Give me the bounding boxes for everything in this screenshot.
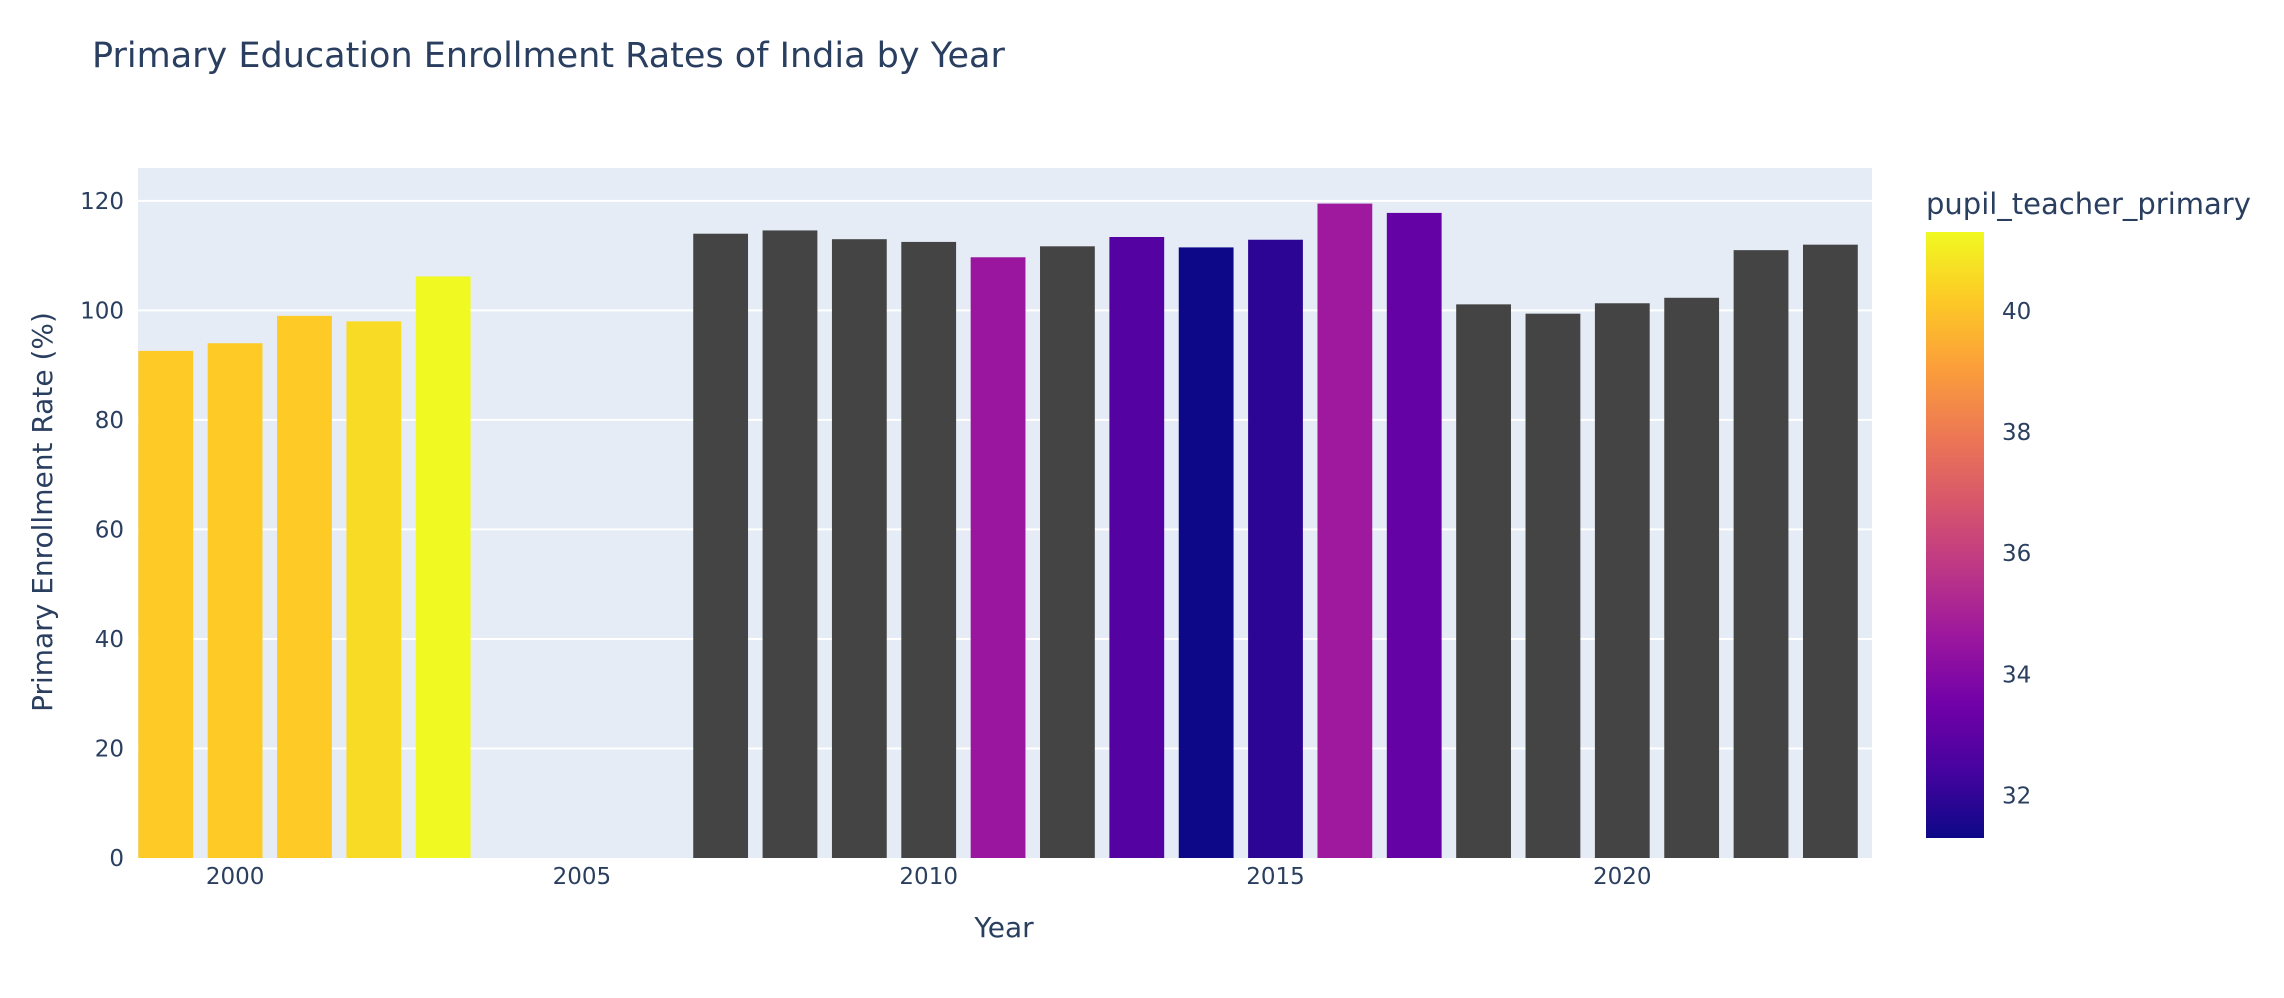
colorbar-tick-label: 34: [2002, 662, 2031, 688]
chart-title: Primary Education Enrollment Rates of In…: [92, 36, 1005, 76]
bar-2002: [346, 321, 402, 858]
bar-2019: [1525, 313, 1581, 859]
bar-2007: [693, 233, 749, 858]
x-tick-label: 2000: [206, 864, 265, 890]
y-tick-label: 100: [80, 298, 124, 324]
bar-2021: [1664, 297, 1720, 858]
x-tick-label: 2020: [1593, 864, 1652, 890]
y-tick-label: 20: [95, 736, 124, 762]
bar-2008: [762, 230, 818, 858]
y-tick-label: 60: [95, 517, 124, 543]
bar-2022: [1733, 250, 1789, 859]
bar-2023: [1802, 244, 1858, 858]
bar-2015: [1248, 239, 1303, 858]
y-tick-label: 80: [95, 408, 124, 434]
bar-2016: [1317, 203, 1373, 859]
bar-2011: [970, 257, 1026, 858]
colorbar-title: pupil_teacher_primary: [1926, 187, 2251, 221]
bar-2020: [1594, 303, 1650, 858]
y-tick-label: 120: [80, 189, 124, 215]
x-tick-label: 2005: [553, 864, 612, 890]
colorbar-tick-label: 38: [2002, 420, 2031, 446]
bar-2003: [415, 276, 471, 858]
bar-2014: [1178, 247, 1234, 858]
x-axis-ticks: 2000 2005 2010 2015 2020: [206, 864, 1652, 890]
colorbar: [1926, 232, 1984, 838]
bar-2013: [1109, 237, 1165, 858]
colorbar-tick-label: 36: [2002, 541, 2031, 567]
x-axis-title: Year: [973, 911, 1034, 944]
x-tick-label: 2010: [899, 864, 958, 890]
x-tick-label: 2015: [1246, 864, 1305, 890]
colorbar-tick-label: 32: [2002, 784, 2031, 810]
bar-2018: [1456, 304, 1511, 858]
y-axis-ticks: 0 20 40 60 80 100 120: [80, 189, 124, 872]
colorbar-ticks: 32 34 36 38 40: [2002, 299, 2031, 810]
bar-2000: [207, 343, 263, 858]
y-tick-label: 40: [95, 627, 124, 653]
y-tick-label: 0: [109, 846, 124, 872]
bar-2012: [1040, 246, 1095, 859]
bar-2009: [831, 239, 887, 858]
bar-2001: [277, 315, 332, 858]
bar-2017: [1386, 212, 1442, 858]
bar-2010: [901, 241, 957, 858]
colorbar-tick-label: 40: [2002, 299, 2031, 325]
y-axis-title: Primary Enrollment Rate (%): [26, 312, 59, 712]
bars: [138, 203, 1858, 859]
bar-1999: [138, 350, 194, 858]
